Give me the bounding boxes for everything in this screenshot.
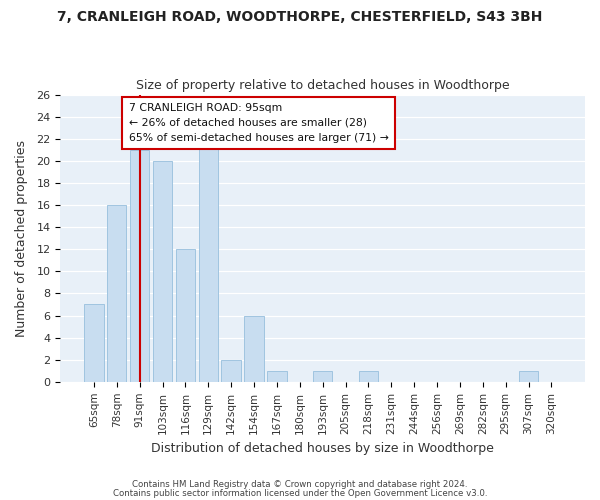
X-axis label: Distribution of detached houses by size in Woodthorpe: Distribution of detached houses by size …	[151, 442, 494, 455]
Bar	[221, 360, 241, 382]
Bar	[359, 371, 378, 382]
Bar	[244, 316, 264, 382]
Bar	[313, 371, 332, 382]
Y-axis label: Number of detached properties: Number of detached properties	[15, 140, 28, 336]
Bar	[84, 304, 104, 382]
Bar	[130, 150, 149, 382]
Title: Size of property relative to detached houses in Woodthorpe: Size of property relative to detached ho…	[136, 79, 509, 92]
Bar	[153, 161, 172, 382]
Text: Contains public sector information licensed under the Open Government Licence v3: Contains public sector information licen…	[113, 489, 487, 498]
Bar	[176, 249, 195, 382]
Bar	[107, 205, 127, 382]
Text: 7, CRANLEIGH ROAD, WOODTHORPE, CHESTERFIELD, S43 3BH: 7, CRANLEIGH ROAD, WOODTHORPE, CHESTERFI…	[58, 10, 542, 24]
Bar	[199, 138, 218, 382]
Text: Contains HM Land Registry data © Crown copyright and database right 2024.: Contains HM Land Registry data © Crown c…	[132, 480, 468, 489]
Bar	[519, 371, 538, 382]
Text: 7 CRANLEIGH ROAD: 95sqm
← 26% of detached houses are smaller (28)
65% of semi-de: 7 CRANLEIGH ROAD: 95sqm ← 26% of detache…	[128, 103, 388, 143]
Bar	[267, 371, 287, 382]
